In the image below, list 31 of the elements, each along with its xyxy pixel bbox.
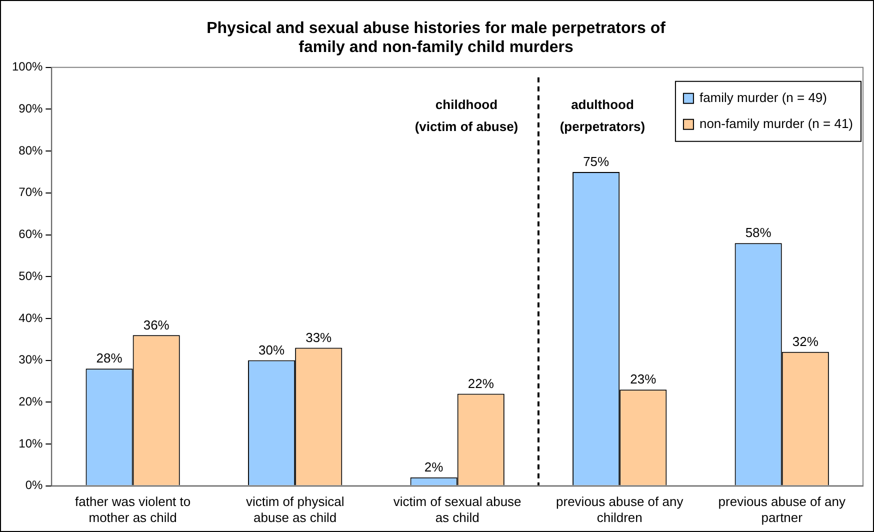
y-tick-label: 40% (18, 310, 44, 325)
x-tick-label: previous abuse of any children (556, 494, 684, 525)
data-label: 23% (630, 372, 657, 387)
data-label: 58% (745, 225, 772, 240)
x-tick-label: victim of physical abuse as child (246, 494, 344, 525)
legend-label: family murder (n = 49) (699, 90, 827, 105)
x-tick-label: father was violent to mother as child (75, 494, 191, 525)
data-label: 2% (424, 460, 444, 475)
annotation: adulthood (perpetrators) (560, 96, 646, 134)
data-label: 32% (792, 334, 819, 349)
data-label: 33% (306, 330, 332, 345)
data-label: 22% (468, 376, 494, 391)
x-tick-label: victim of sexual abuse as child (393, 494, 522, 525)
y-tick-label: 80% (18, 143, 44, 158)
y-tick-label: 60% (18, 227, 44, 242)
y-tick-label: 50% (18, 268, 44, 283)
data-label: 30% (258, 342, 285, 358)
data-label: 36% (143, 317, 170, 332)
chart-title: Physical and sexual abuse histories for male perpetrators of family and non-family child murders (206, 20, 666, 56)
y-tick-label: 0% (25, 478, 44, 492)
y-tick-label: 100% (12, 60, 44, 74)
y-tick-label: 20% (18, 394, 44, 408)
annotation: childhood (victim of abuse) (414, 96, 518, 134)
data-label: 75% (583, 154, 610, 170)
legend-label: non-family murder (n = 41) (699, 116, 853, 131)
y-tick-label: 30% (18, 352, 44, 367)
y-tick-label: 10% (18, 436, 44, 450)
x-tick-label: previous abuse of any partner (718, 494, 846, 525)
y-tick-label: 70% (18, 185, 44, 200)
y-tick-label: 90% (18, 102, 44, 116)
data-label: 28% (96, 350, 123, 366)
